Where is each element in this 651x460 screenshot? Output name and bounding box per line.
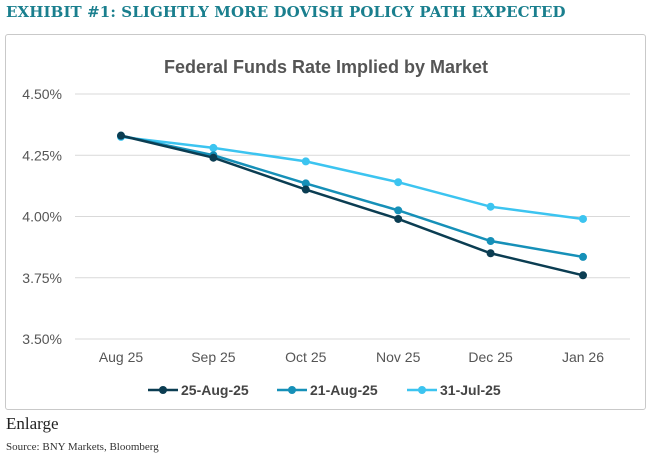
enlarge-link[interactable]: Enlarge bbox=[6, 414, 59, 433]
data-point-25-Aug-25 bbox=[209, 153, 218, 162]
data-point-21-Aug-25 bbox=[394, 206, 403, 215]
series-line-21-Aug-25 bbox=[120, 134, 584, 259]
y-tick-label: 4.25% bbox=[22, 147, 62, 163]
legend-label: 31-Jul-25 bbox=[440, 382, 501, 398]
source-note: Source: BNY Markets, Bloomberg bbox=[6, 441, 159, 453]
data-point-21-Aug-25 bbox=[579, 252, 587, 261]
legend-marker bbox=[288, 386, 296, 394]
data-point-21-Aug-25 bbox=[301, 179, 310, 188]
data-point-21-Aug-25 bbox=[486, 237, 495, 245]
data-point-31-Jul-25 bbox=[301, 157, 310, 166]
y-tick-label: 4.00% bbox=[22, 209, 62, 225]
series-line-31-Jul-25 bbox=[120, 135, 584, 221]
data-point-25-Aug-25 bbox=[394, 214, 403, 223]
legend-label: 21-Aug-25 bbox=[310, 382, 378, 398]
legend-label: 25-Aug-25 bbox=[181, 382, 249, 398]
x-tick-label: Sep 25 bbox=[191, 349, 236, 365]
y-tick-label: 3.75% bbox=[22, 270, 62, 286]
y-tick-label: 3.50% bbox=[22, 331, 62, 347]
x-tick-label: Jan 26 bbox=[562, 349, 604, 365]
data-point-25-Aug-25 bbox=[579, 271, 587, 280]
data-point-31-Jul-25 bbox=[579, 214, 587, 223]
data-point-31-Jul-25 bbox=[394, 178, 403, 187]
legend-marker bbox=[418, 386, 426, 394]
x-tick-label: Nov 25 bbox=[376, 349, 421, 365]
x-tick-label: Oct 25 bbox=[285, 349, 326, 365]
data-point-25-Aug-25 bbox=[117, 131, 125, 140]
series-line-25-Aug-25 bbox=[120, 134, 584, 277]
data-point-31-Jul-25 bbox=[486, 202, 495, 211]
y-tick-label: 4.50% bbox=[22, 86, 62, 102]
chart-title: Federal Funds Rate Implied by Market bbox=[164, 57, 488, 77]
data-point-25-Aug-25 bbox=[486, 249, 495, 258]
data-point-25-Aug-25 bbox=[301, 185, 310, 194]
x-tick-label: Dec 25 bbox=[468, 349, 513, 365]
chart-frame bbox=[5, 34, 646, 410]
legend-marker bbox=[159, 386, 167, 394]
x-tick-label: Aug 25 bbox=[99, 349, 144, 365]
data-point-31-Jul-25 bbox=[209, 143, 218, 152]
exhibit-title: EXHIBIT #1: SLIGHTLY MORE DOVISH POLICY … bbox=[6, 3, 566, 21]
